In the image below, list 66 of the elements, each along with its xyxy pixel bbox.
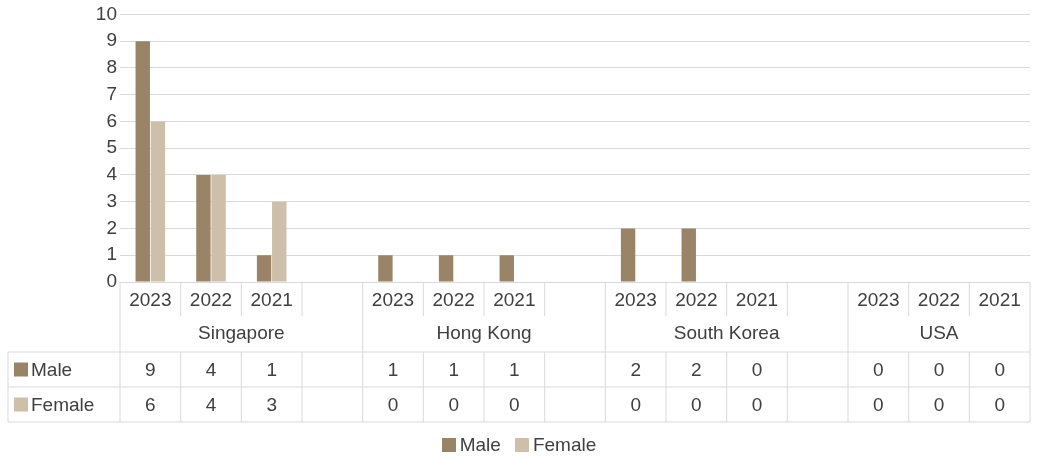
data-label: 0 (873, 393, 884, 415)
data-label: 1 (448, 358, 459, 380)
bar (256, 255, 272, 282)
bar (196, 174, 211, 282)
x-tick-label: 2021 (493, 288, 536, 310)
legend-label: Female (31, 393, 95, 415)
data-label: 0 (751, 393, 763, 415)
data-label: 1 (387, 358, 399, 380)
data-label: 4 (205, 393, 217, 415)
data-label: 0 (933, 393, 945, 415)
bar (499, 255, 514, 282)
text: Male (459, 433, 501, 455)
data-label: 0 (933, 358, 945, 380)
data-label: 0 (751, 358, 763, 380)
data-label: 2 (691, 358, 702, 380)
x-tick-label: 2023 (857, 288, 900, 310)
y-tick-label: 3 (106, 189, 117, 211)
legend-label: Male (31, 358, 73, 380)
x-tick-label: 2021 (735, 288, 779, 310)
x-tick-label: 2022 (675, 288, 718, 310)
data-label: 1 (266, 358, 277, 380)
y-tick-label: 4 (106, 163, 118, 185)
bar (272, 201, 287, 282)
y-tick-label: 9 (106, 29, 117, 51)
y-tick-label: 6 (106, 109, 117, 131)
x-tick-label: 2021 (250, 288, 293, 310)
data-label: 0 (873, 358, 884, 380)
text: Hong Kong (436, 322, 532, 344)
data-label: 0 (387, 393, 399, 415)
y-tick-label: 5 (106, 136, 117, 158)
y-tick-label: 7 (106, 82, 117, 104)
data-label: 9 (145, 358, 156, 380)
x-tick-label: 2023 (129, 288, 172, 310)
text: Singapore (198, 322, 285, 344)
data-label: 2 (630, 358, 641, 380)
data-label: 3 (266, 393, 277, 415)
y-tick-label: 0 (106, 270, 117, 292)
text: South Korea (673, 322, 780, 344)
y-tick-label: 1 (106, 243, 117, 265)
y-tick-label: 10 (95, 2, 117, 24)
bar (378, 255, 393, 282)
data-label: 0 (691, 393, 702, 415)
x-tick-label: 2021 (978, 288, 1021, 310)
bar (438, 255, 454, 282)
data-label: 4 (205, 358, 217, 380)
data-label: 1 (509, 358, 520, 380)
data-label: 0 (630, 393, 641, 415)
data-label: 0 (994, 393, 1005, 415)
x-tick-label: 2023 (371, 288, 415, 310)
bar (681, 228, 696, 282)
text: Female (532, 433, 597, 455)
y-tick-label: 8 (106, 56, 117, 78)
x-tick-label: 2023 (614, 288, 657, 310)
x-tick-label: 2022 (432, 288, 475, 310)
data-label: 0 (448, 393, 459, 415)
x-tick-label: 2022 (189, 288, 233, 310)
bar (620, 228, 636, 282)
data-label: 6 (145, 393, 156, 415)
bar (211, 174, 226, 282)
y-tick-label: 2 (106, 216, 117, 238)
data-label: 0 (509, 393, 520, 415)
x-tick-label: 2022 (917, 288, 961, 310)
text: USA (919, 322, 959, 344)
bar (150, 121, 166, 282)
bar (135, 41, 150, 282)
data-label: 0 (994, 358, 1005, 380)
